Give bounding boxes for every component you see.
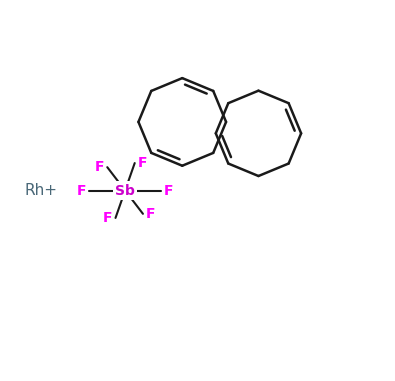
Text: F: F bbox=[95, 160, 104, 174]
Text: F: F bbox=[138, 156, 147, 170]
Text: Sb: Sb bbox=[115, 184, 135, 197]
Text: Rh+: Rh+ bbox=[25, 183, 58, 198]
Text: F: F bbox=[146, 207, 156, 221]
Text: F: F bbox=[77, 184, 87, 197]
Text: F: F bbox=[164, 184, 173, 197]
Text: F: F bbox=[103, 211, 113, 225]
